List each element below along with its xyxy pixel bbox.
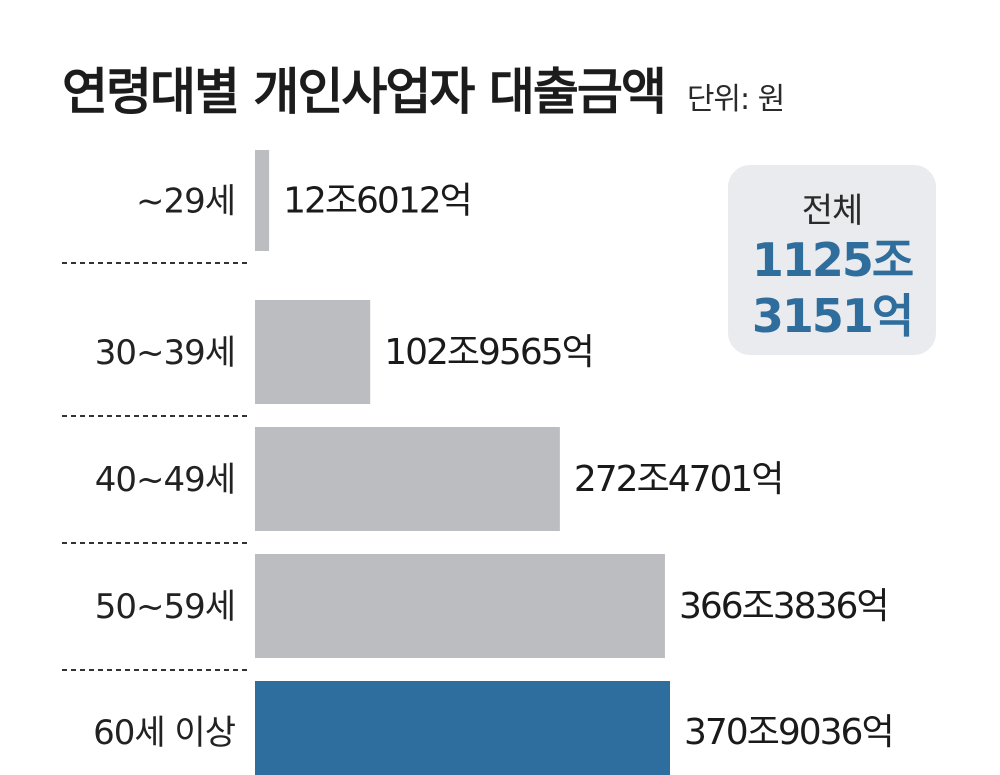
category-label-0: ~29세	[136, 182, 235, 222]
value-label-1: 102조9565억	[384, 332, 593, 373]
value-label-3: 366조3836억	[679, 586, 888, 627]
total-box: 전체 1125조 3151억	[728, 165, 936, 355]
value-label-4: 370조9036억	[684, 712, 893, 753]
value-label-0: 12조6012억	[283, 181, 471, 222]
category-label-2: 40~49세	[95, 460, 235, 500]
unit-label: 단위: 원	[686, 82, 785, 117]
bar-3	[255, 554, 665, 658]
total-value-line2: 3151억	[751, 289, 914, 343]
category-label-1: 30~39세	[95, 333, 235, 373]
value-label-2: 272조4701억	[574, 459, 783, 500]
total-value-line1: 1125조	[751, 233, 914, 287]
category-label-3: 50~59세	[95, 587, 235, 627]
title-row: 연령대별 개인사업자 대출금액 단위: 원	[62, 52, 785, 124]
bar-2	[255, 427, 560, 531]
chart-title: 연령대별 개인사업자 대출금액	[62, 63, 667, 121]
bar-1	[255, 300, 371, 404]
bar-0	[255, 150, 270, 251]
category-label-4: 60세 이상	[93, 713, 236, 753]
total-label: 전체	[801, 191, 864, 231]
bar-4	[255, 681, 670, 775]
